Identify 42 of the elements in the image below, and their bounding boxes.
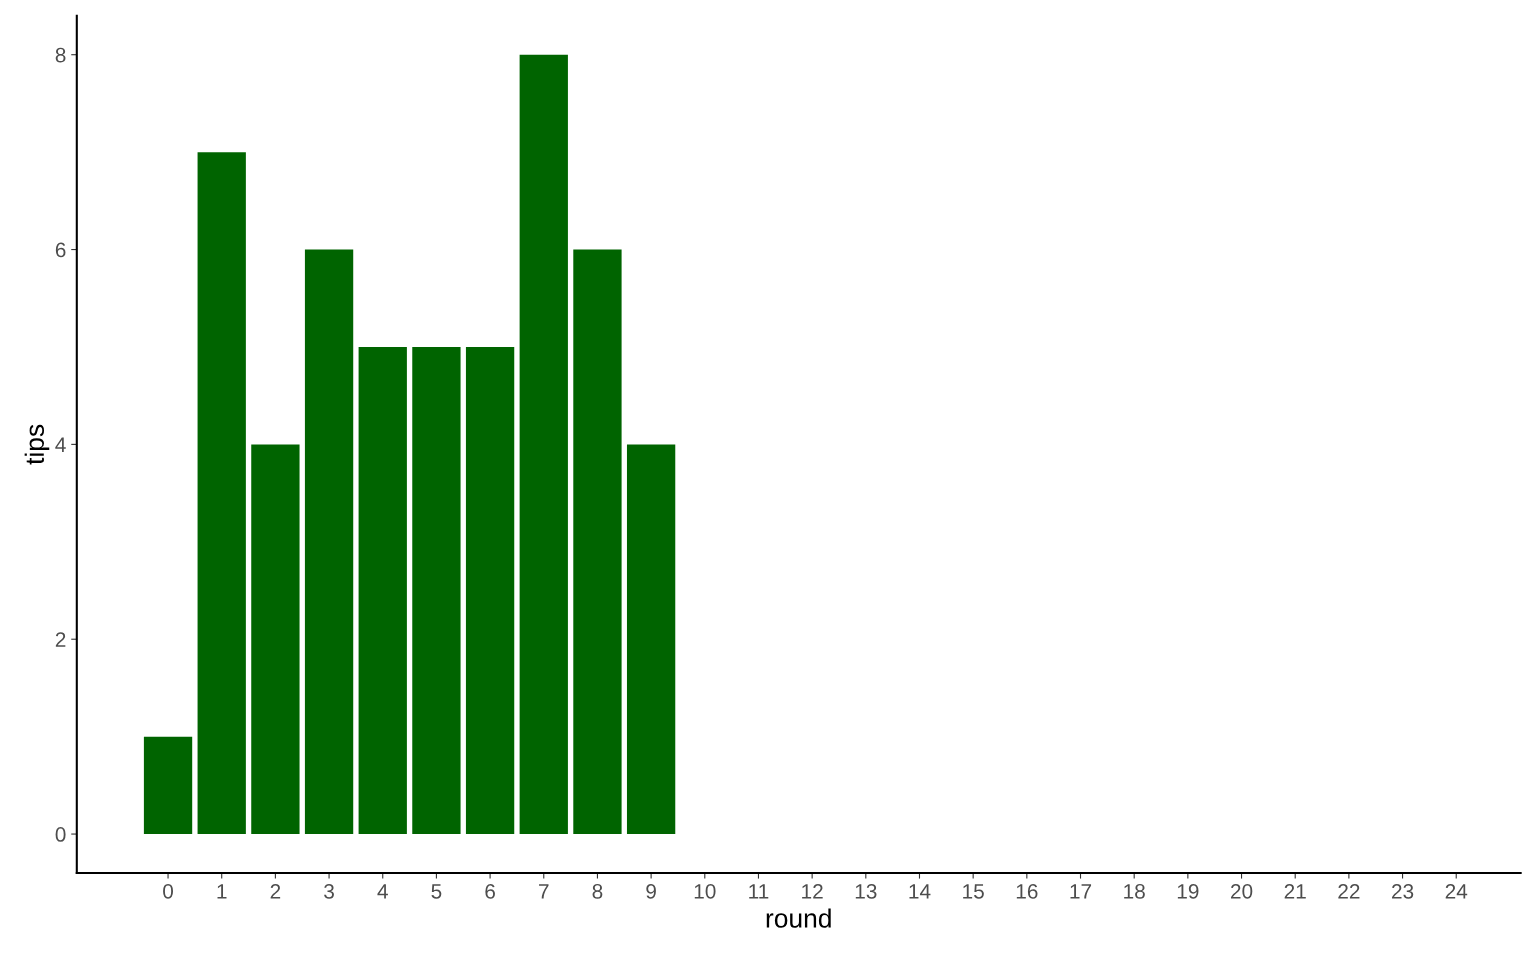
- x-tick-label: 18: [1124, 883, 1145, 899]
- x-tick-label: 24: [1445, 883, 1468, 899]
- x-tick-label: 0: [163, 883, 174, 899]
- bar: [197, 152, 246, 835]
- y-tick-label: 0: [55, 827, 66, 842]
- bar: [626, 444, 676, 835]
- x-tick-label: 19: [1177, 883, 1199, 899]
- bar: [143, 736, 193, 835]
- bar: [412, 346, 461, 835]
- x-axis-title: round: [766, 908, 831, 928]
- x-tick-label: 21: [1284, 883, 1306, 899]
- y-tick-label: 2: [55, 632, 66, 647]
- x-tick-label: 22: [1338, 883, 1360, 899]
- x-tick-label: 8: [592, 883, 603, 899]
- x-tick-label: 7: [539, 884, 549, 899]
- bar: [251, 444, 300, 835]
- x-tick-label: 23: [1392, 883, 1414, 899]
- y-tick-label: 4: [55, 437, 66, 452]
- x-tick-label: 14: [909, 884, 931, 899]
- y-tick-label: 8: [55, 47, 66, 63]
- y-axis-title: tips: [24, 424, 50, 465]
- bar: [573, 249, 622, 835]
- x-tick-label: 12: [802, 883, 823, 899]
- x-tick-label: 17: [1070, 884, 1092, 899]
- bar: [465, 346, 515, 835]
- bar: [358, 346, 407, 835]
- x-tick-label: 13: [855, 883, 877, 899]
- x-tick-label: 20: [1231, 883, 1253, 899]
- x-tick-label: 10: [694, 883, 716, 899]
- x-tick-label: 1: [217, 884, 227, 899]
- x-tick-label: 4: [377, 884, 388, 899]
- x-tick-label: 3: [324, 883, 334, 899]
- x-tick-label: 11: [749, 884, 769, 899]
- x-tick-label: 6: [485, 883, 495, 899]
- x-tick-label: 15: [963, 884, 984, 899]
- bar: [304, 249, 354, 835]
- x-tick-label: 16: [1016, 883, 1038, 899]
- x-tick-label: 9: [646, 883, 656, 899]
- y-tick-label: 6: [55, 242, 66, 258]
- x-tick-label: 5: [431, 884, 442, 899]
- x-tick-label: 2: [270, 883, 281, 899]
- bar: [519, 54, 568, 835]
